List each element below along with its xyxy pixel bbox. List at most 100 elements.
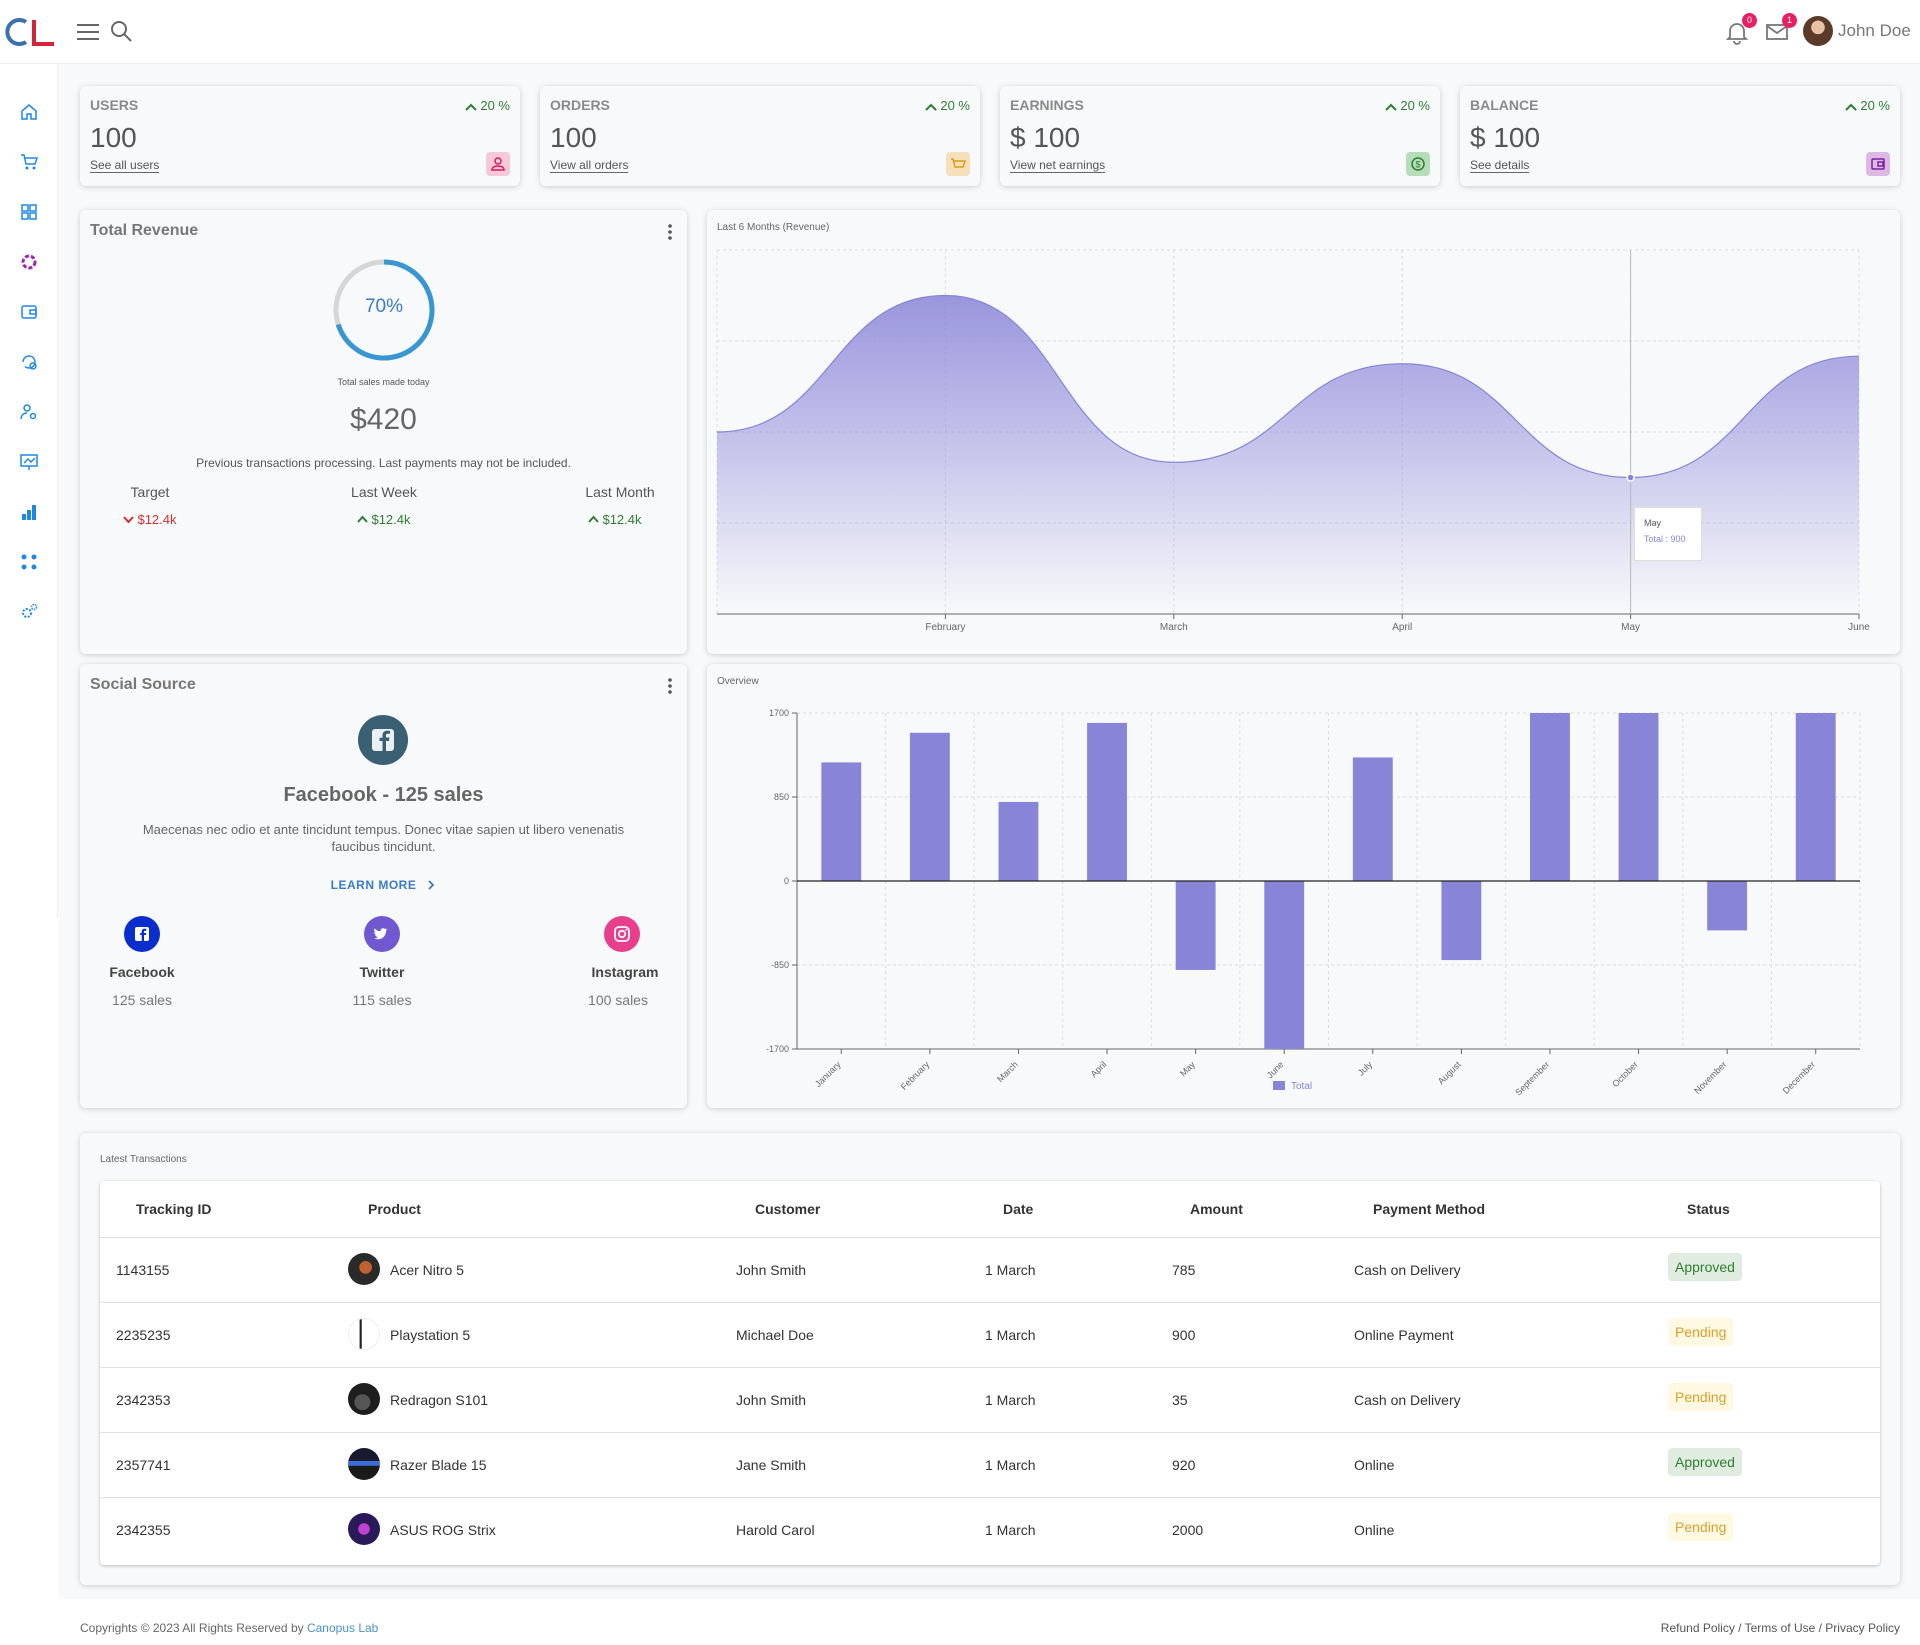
x-tick-label: January (813, 1059, 843, 1089)
table-row[interactable]: 2342355 ASUS ROG Strix Harold Carol 1 Ma… (100, 1497, 1880, 1562)
table-row[interactable]: 1143155 Acer Nitro 5 John Smith 1 March … (100, 1237, 1880, 1302)
facebook-icon[interactable] (124, 916, 160, 952)
date: 1 March (985, 1457, 1036, 1473)
widget-link[interactable]: View all orders (550, 158, 629, 173)
x-tick-label: May (1178, 1059, 1197, 1078)
customer-name: John Smith (736, 1262, 807, 1278)
column-header[interactable]: Date (1003, 1201, 1034, 1217)
revenue-amount: $420 (350, 403, 417, 436)
stat-value: $12.4k (570, 512, 660, 527)
person-icon (486, 152, 510, 176)
payment-method: Cash on Delivery (1354, 1262, 1461, 1278)
column-header[interactable]: Payment Method (1373, 1201, 1486, 1217)
tooltip-label: May (1644, 518, 1662, 528)
column-header[interactable]: Product (368, 1201, 421, 1217)
wallet-icon[interactable] (19, 302, 39, 322)
status-badge: Approved (1668, 1448, 1742, 1476)
top-bar: 0 1 John Doe (0, 0, 1920, 64)
date: 1 March (985, 1262, 1036, 1278)
transactions-card: Latest Transactions Tracking ID Product … (80, 1133, 1900, 1585)
status-badge: Pending (1668, 1513, 1734, 1541)
widget-percent: 20 % (925, 98, 970, 113)
widget-label: BALANCE (1470, 97, 1539, 113)
company-link[interactable]: Canopus Lab (306, 1621, 379, 1635)
product-name: Razer Blade 15 (390, 1457, 487, 1473)
chevron-down-icon (123, 516, 135, 524)
circle-icon[interactable] (19, 252, 39, 272)
user-name[interactable]: John Doe (1838, 21, 1911, 40)
tracking-id: 2342355 (116, 1522, 171, 1538)
nodes-icon[interactable] (19, 552, 39, 572)
y-tick-label: -1700 (766, 1044, 789, 1054)
widget-label: EARNINGS (1010, 97, 1084, 113)
logo[interactable] (4, 14, 56, 50)
learn-more-button[interactable]: LEARN MORE (80, 878, 687, 892)
x-tick-label: August (1436, 1059, 1463, 1086)
area-chart: February March April May June (716, 249, 1870, 633)
settings-history-icon[interactable] (19, 352, 39, 372)
table-row[interactable]: 2342353 Redragon S101 John Smith 1 March… (100, 1367, 1880, 1432)
presentation-icon[interactable] (19, 452, 39, 472)
x-tick-label: May (1621, 622, 1640, 633)
x-tick-label: December (1781, 1059, 1817, 1095)
column-header[interactable]: Customer (755, 1201, 821, 1217)
chevron-up-icon (1385, 103, 1398, 111)
table-row[interactable]: 2357741 Razer Blade 15 Jane Smith 1 Marc… (100, 1432, 1880, 1497)
widget-label: USERS (90, 97, 139, 113)
bar (821, 762, 862, 881)
widget-orders: ORDERS 20 % 100 View all orders (540, 86, 980, 186)
transactions-table: Tracking ID Product Customer Date Amount… (100, 1181, 1880, 1565)
x-tick-label: April (1089, 1059, 1109, 1079)
wallet-icon (1866, 152, 1890, 176)
area-fill (717, 295, 1859, 614)
x-tick-label: June (1265, 1059, 1286, 1080)
messages-button[interactable]: 1 (1763, 13, 1797, 46)
legend-swatch (1273, 1081, 1285, 1090)
widget-value: 100 (90, 122, 137, 153)
social-text: Maecenas nec odio et ante tincidunt temp… (142, 822, 625, 854)
notifications-button[interactable]: 0 (1723, 13, 1757, 46)
date: 1 March (985, 1327, 1036, 1343)
widget-link[interactable]: View net earnings (1010, 158, 1106, 173)
cart-icon[interactable] (19, 152, 39, 172)
bar-chart-icon[interactable] (19, 502, 39, 522)
column-header[interactable]: Status (1687, 1201, 1730, 1217)
x-tick-label: November (1692, 1059, 1728, 1095)
avatar[interactable] (1803, 16, 1833, 46)
payment-method: Online Payment (1354, 1327, 1454, 1343)
gears-icon[interactable] (19, 602, 39, 622)
widget-link[interactable]: See all users (90, 158, 160, 173)
product-name: Acer Nitro 5 (390, 1262, 464, 1278)
search-icon[interactable] (108, 18, 136, 46)
widget-value: 100 (550, 122, 597, 153)
bell-icon (1725, 23, 1749, 45)
column-header[interactable]: Amount (1190, 1201, 1243, 1217)
y-tick-label: -850 (771, 960, 789, 970)
chevron-up-icon (925, 103, 938, 111)
bar (1175, 881, 1216, 970)
payment-method: Online (1354, 1522, 1395, 1538)
menu-icon[interactable] (74, 18, 102, 46)
more-options-icon[interactable] (665, 677, 675, 695)
bar (1795, 713, 1836, 881)
table-row[interactable]: 2235235 Playstation 5 Michael Doe 1 Marc… (100, 1302, 1880, 1367)
stat-value: $12.4k (110, 512, 190, 527)
home-icon[interactable] (19, 102, 39, 122)
facebook-icon (358, 715, 408, 765)
y-tick-label: 0 (784, 876, 789, 886)
twitter-icon[interactable] (364, 916, 400, 952)
notifications-badge: 0 (1742, 13, 1757, 28)
chevron-right-icon (428, 880, 435, 890)
grid-icon[interactable] (19, 202, 39, 222)
widget-link[interactable]: See details (1470, 158, 1530, 173)
bar (1441, 881, 1482, 961)
column-header[interactable]: Tracking ID (136, 1201, 212, 1217)
instagram-icon[interactable] (604, 916, 640, 952)
x-tick-label: March (995, 1059, 1020, 1084)
revenue-note: Previous transactions processing. Last p… (196, 456, 571, 470)
more-options-icon[interactable] (665, 223, 675, 241)
y-tick-label: 850 (774, 792, 789, 802)
footer-links[interactable]: Refund Policy / Terms of Use / Privacy P… (1660, 1621, 1900, 1635)
user-settings-icon[interactable] (19, 402, 39, 422)
chart-tooltip: May Total : 900 (1634, 507, 1702, 561)
